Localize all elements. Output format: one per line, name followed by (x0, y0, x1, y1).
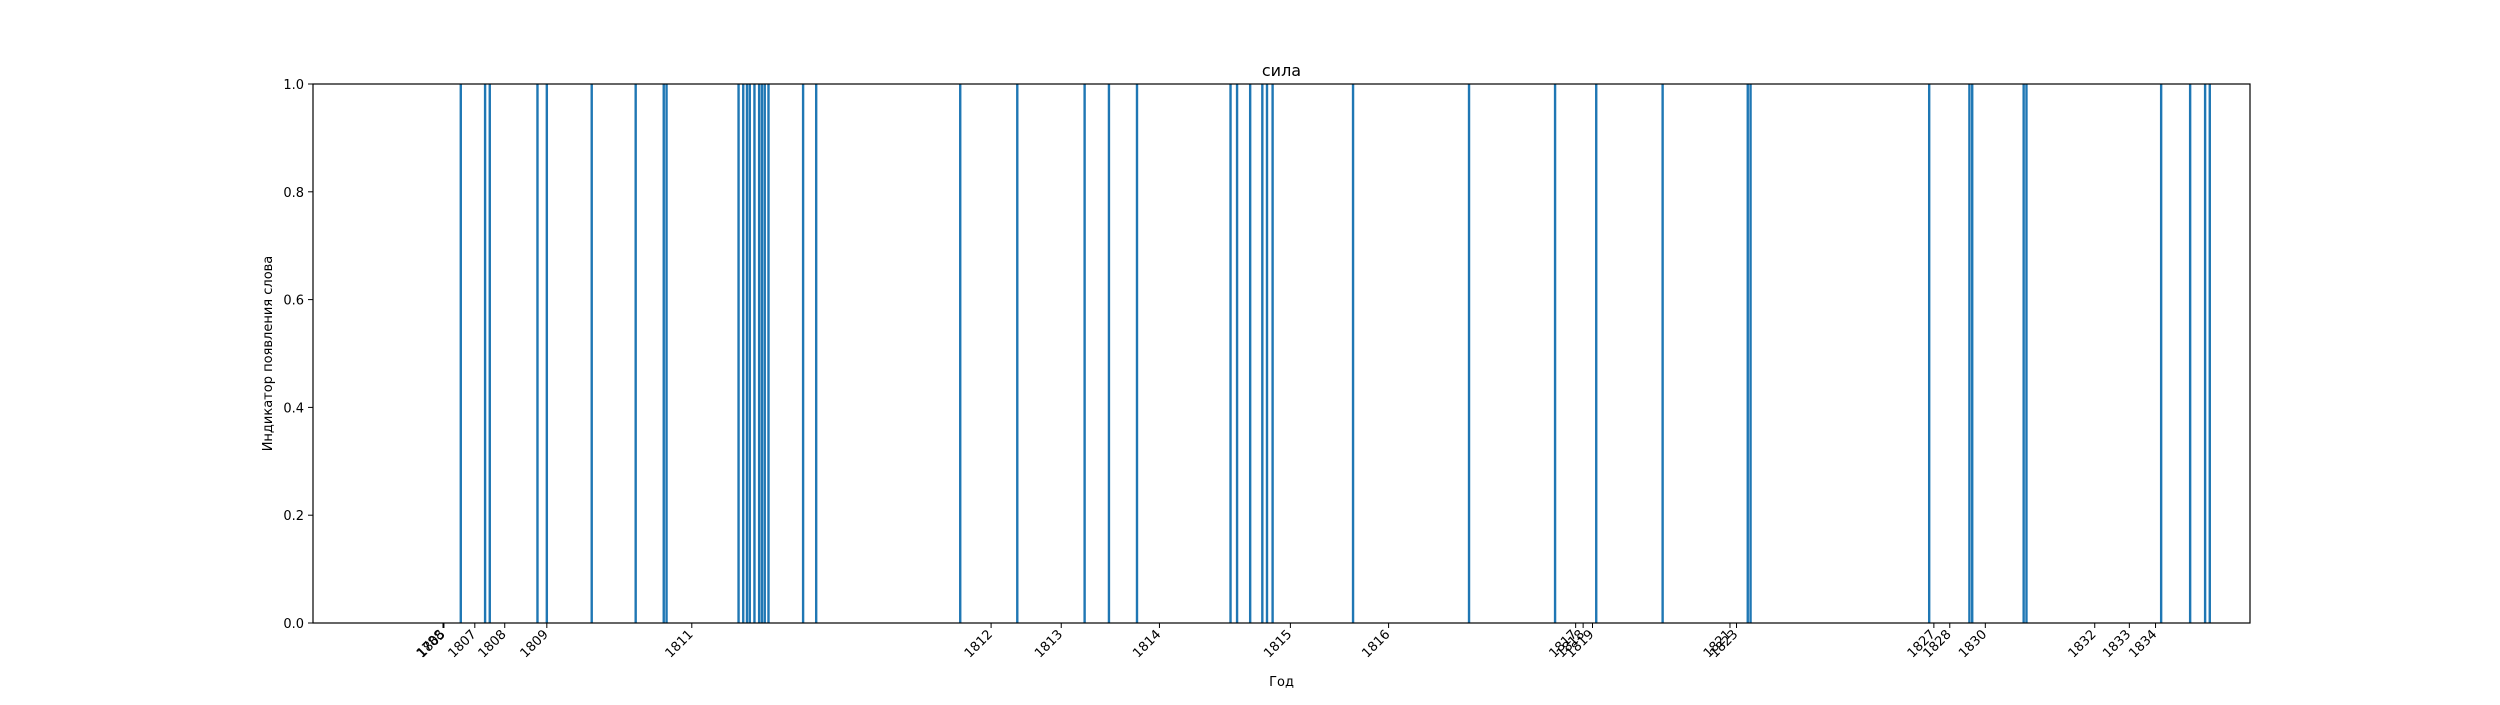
bar-24 (1135, 84, 1139, 623)
bar-35 (1661, 84, 1664, 623)
bar-25 (1229, 84, 1232, 623)
bar-30 (1271, 84, 1274, 623)
bar-14 (757, 84, 761, 623)
bar-11 (745, 84, 749, 623)
bar-28 (1261, 84, 1264, 623)
x-tick-label: 1807 (446, 627, 480, 661)
y-tick-label: 0.0 (283, 617, 304, 632)
bar-9 (737, 84, 740, 623)
bar-0 (459, 84, 462, 623)
bar-34 (1595, 84, 1598, 623)
x-tick-label: 1812 (962, 627, 996, 661)
bar-21 (1016, 84, 1019, 623)
bar-40 (1971, 84, 1974, 623)
bar-33 (1553, 84, 1557, 623)
bar-38 (1927, 84, 1931, 623)
bar-1 (483, 84, 487, 623)
x-tick-label: 1813 (1032, 627, 1066, 661)
bar-10 (742, 84, 745, 623)
y-tick-label: 1.0 (283, 78, 304, 93)
x-tick-label: 1814 (1130, 627, 1164, 661)
chart-title: сила (1262, 61, 1301, 80)
bar-5 (590, 84, 593, 623)
bar-26 (1235, 84, 1239, 623)
x-tick-label: 1816 (1359, 627, 1393, 661)
x-tick-label: 1830 (1956, 627, 1990, 661)
x-tick-label: 1811 (663, 627, 697, 661)
bar-19 (814, 84, 818, 623)
bar-15 (760, 84, 764, 623)
x-tick-label: 1833 (2100, 627, 2134, 661)
y-tick-label: 0.8 (283, 186, 304, 201)
bar-8 (665, 84, 668, 623)
bar-2 (488, 84, 491, 623)
bar-6 (634, 84, 637, 623)
y-tick-label: 0.4 (283, 401, 304, 416)
bar-44 (2188, 84, 2192, 623)
x-tick-label: 1823 (1707, 627, 1741, 661)
bar-3 (536, 84, 539, 623)
bar-43 (2159, 84, 2163, 623)
bar-31 (1351, 84, 1355, 623)
x-tick-label: 1832 (2066, 627, 2100, 661)
bar-13 (753, 84, 756, 623)
bar-39 (1968, 84, 1971, 623)
bar-12 (748, 84, 751, 623)
x-axis-label: Год (1269, 675, 1294, 690)
x-tick-label: 1809 (518, 627, 552, 661)
bar-32 (1467, 84, 1471, 623)
bar-46 (2208, 84, 2211, 623)
bar-23 (1107, 84, 1111, 623)
x-tick-label: 1834 (2126, 627, 2160, 661)
bar-4 (545, 84, 549, 623)
bar-29 (1265, 84, 1269, 623)
bar-18 (801, 84, 805, 623)
x-tick-label: 1808 (476, 627, 510, 661)
bar-7 (662, 84, 665, 623)
bar-42 (2025, 84, 2028, 623)
bar-20 (959, 84, 962, 623)
plot-frame (312, 83, 2251, 624)
bar-41 (2022, 84, 2025, 623)
bar-22 (1083, 84, 1086, 623)
y-axis-label: Индикатор появления слова (261, 256, 276, 452)
y-axis: 0.0 0.2 0.4 0.6 0.8 1.0 (283, 78, 313, 632)
bar-37 (1749, 84, 1752, 623)
x-tick-label: 1805 (415, 627, 449, 661)
y-tick-label: 0.2 (283, 509, 304, 524)
bar-17 (767, 84, 770, 623)
y-tick-label: 0.6 (283, 294, 304, 309)
x-tick-label: 1815 (1261, 627, 1295, 661)
bar-27 (1248, 84, 1252, 623)
bar-36 (1746, 84, 1749, 623)
bar-45 (2203, 84, 2207, 623)
bar-16 (763, 84, 766, 623)
bars-layer (459, 84, 2211, 623)
